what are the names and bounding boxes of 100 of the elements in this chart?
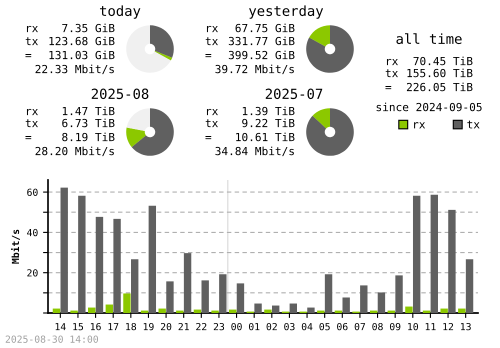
bar bbox=[264, 310, 272, 313]
bar bbox=[290, 304, 298, 313]
text: 8.19 TiB bbox=[62, 132, 114, 142]
y-tick-label: 40 bbox=[27, 228, 38, 236]
bar bbox=[131, 259, 138, 313]
x-tick-label: 04 bbox=[302, 322, 312, 330]
y-tick-label: 60 bbox=[27, 188, 38, 196]
text: rx bbox=[26, 108, 38, 116]
text: all time bbox=[396, 33, 462, 44]
bar bbox=[148, 206, 156, 313]
text: 70.45 TiB bbox=[414, 56, 472, 66]
text: 10.61 TiB bbox=[236, 132, 294, 142]
chart-title: 2025-08 bbox=[92, 88, 148, 100]
donut-slice bbox=[126, 108, 150, 132]
text: 226.05 TiB bbox=[406, 82, 472, 92]
x-tick-label: 20 bbox=[160, 322, 172, 330]
donut-slice bbox=[309, 25, 330, 46]
text: 131.03 GiB bbox=[49, 50, 114, 60]
bar bbox=[430, 194, 438, 313]
bar bbox=[236, 283, 244, 313]
x-tick-label: 13 bbox=[460, 322, 471, 330]
bar bbox=[360, 285, 368, 313]
x-tick-label: 22 bbox=[196, 322, 206, 330]
bar bbox=[324, 274, 332, 313]
donut-slice bbox=[306, 25, 354, 73]
chart-title: today bbox=[100, 5, 140, 19]
bar bbox=[228, 310, 236, 313]
x-tick-label: 06 bbox=[337, 322, 348, 330]
text: rx bbox=[26, 26, 38, 32]
text: 9.22 TiB bbox=[242, 118, 294, 128]
text: tx bbox=[26, 37, 38, 46]
x-tick-label: 10 bbox=[408, 322, 418, 330]
x-tick-label: 14 bbox=[56, 323, 66, 330]
bar bbox=[254, 304, 262, 313]
text: tx bbox=[206, 119, 218, 128]
bar bbox=[194, 310, 202, 313]
text: 34.84 Mbit/s bbox=[215, 146, 294, 156]
donut-slice bbox=[154, 50, 172, 60]
chart-title: yesterday bbox=[249, 5, 324, 19]
bar bbox=[448, 210, 456, 313]
bar bbox=[458, 308, 466, 313]
bar bbox=[88, 308, 96, 313]
text: 6.73 TiB bbox=[62, 118, 114, 128]
x-tick-label: 21 bbox=[178, 322, 189, 330]
donut-slice bbox=[126, 128, 146, 148]
x-tick-label: 15 bbox=[73, 323, 84, 330]
text: 1.47 TiB bbox=[62, 106, 114, 116]
text: = bbox=[205, 54, 212, 58]
bar bbox=[466, 259, 474, 313]
text: 331.77 GiB bbox=[228, 36, 294, 46]
text: 123.68 GiB bbox=[49, 36, 114, 46]
text: 39.72 Mbit/s bbox=[215, 64, 294, 74]
x-tick-label: 07 bbox=[354, 322, 366, 330]
text: = bbox=[385, 86, 392, 90]
text: = bbox=[25, 54, 32, 58]
x-tick-label: 16 bbox=[90, 322, 101, 330]
bar bbox=[123, 293, 131, 313]
text: = bbox=[25, 136, 32, 140]
bar bbox=[158, 308, 166, 313]
x-tick-label: 02 bbox=[266, 322, 277, 330]
text: tx bbox=[26, 119, 38, 128]
text: rx bbox=[206, 108, 218, 116]
bar bbox=[113, 218, 121, 313]
bar bbox=[219, 274, 227, 313]
y-tick-label: 20 bbox=[27, 269, 38, 277]
text: 67.75 GiB bbox=[236, 24, 294, 32]
text: 155.60 TiB bbox=[407, 68, 472, 78]
bar bbox=[166, 281, 174, 313]
x-tick-label: 00 bbox=[231, 322, 242, 330]
text: 2025-08-30 14:00 bbox=[6, 335, 98, 343]
text: tx bbox=[206, 37, 218, 46]
x-tick-label: 09 bbox=[390, 322, 400, 330]
chart-title: 2025-07 bbox=[266, 88, 322, 100]
donut-slice bbox=[150, 25, 174, 58]
legend-label: tx bbox=[467, 120, 480, 128]
bar bbox=[378, 292, 386, 313]
donut-slice bbox=[306, 108, 354, 156]
bar bbox=[78, 196, 86, 313]
bar bbox=[395, 275, 403, 313]
x-tick-label: 08 bbox=[372, 322, 383, 330]
bar bbox=[52, 308, 60, 313]
text: tx bbox=[386, 69, 398, 78]
x-tick-label: 17 bbox=[108, 323, 118, 330]
x-tick-label: 18 bbox=[126, 322, 136, 330]
legend-label: rx bbox=[414, 122, 426, 128]
donut-slice bbox=[126, 25, 171, 73]
text: 1.39 TiB bbox=[242, 106, 294, 116]
text: 22.33 Mbit/s bbox=[36, 64, 114, 74]
text: = bbox=[205, 136, 212, 140]
bar bbox=[272, 306, 280, 313]
x-tick-label: 03 bbox=[284, 322, 295, 330]
bar bbox=[184, 253, 192, 313]
text: 399.52 GiB bbox=[228, 50, 294, 60]
bar bbox=[412, 196, 420, 313]
text: since 2024-09-05 bbox=[376, 102, 482, 112]
x-tick-label: 19 bbox=[144, 322, 154, 330]
x-tick-label: 11 bbox=[426, 323, 436, 330]
text: 28.20 Mbit/s bbox=[36, 146, 114, 156]
text: rx bbox=[386, 58, 398, 66]
x-tick-label: 12 bbox=[443, 322, 454, 330]
